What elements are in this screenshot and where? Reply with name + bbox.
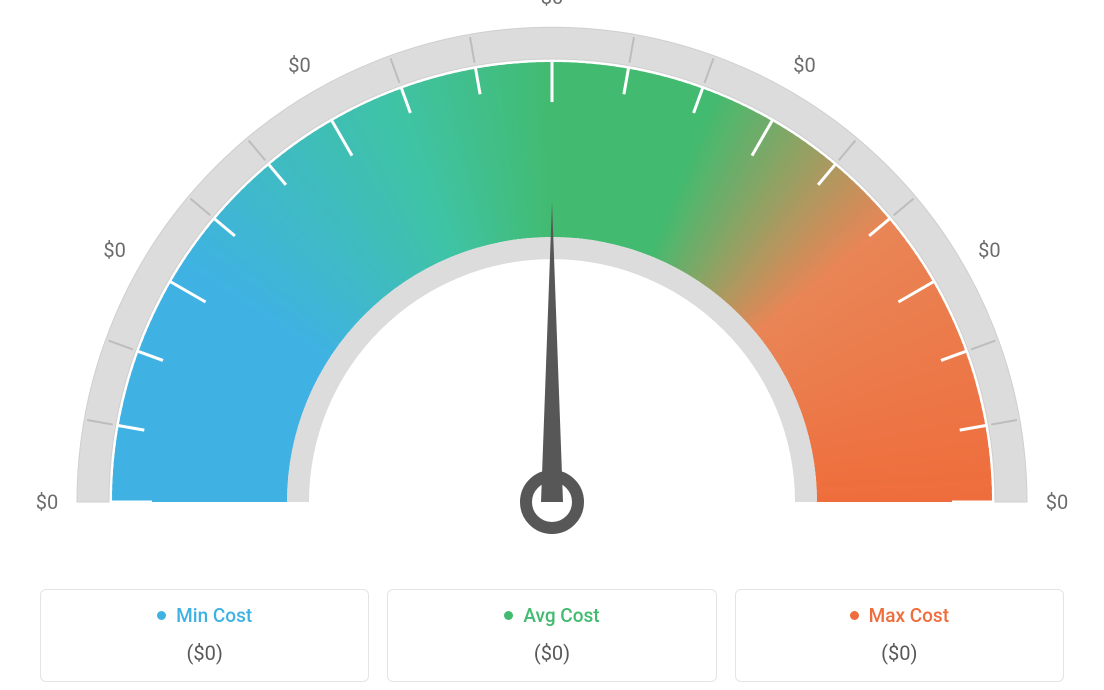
gauge-tick-label: $0 bbox=[978, 238, 1000, 262]
gauge-tick-label: $0 bbox=[288, 53, 310, 77]
legend-title-max: Max Cost bbox=[850, 604, 949, 627]
legend-dot-icon bbox=[157, 611, 166, 620]
legend-label: Avg Cost bbox=[523, 604, 599, 627]
legend-dot-icon bbox=[850, 611, 859, 620]
legend-label: Min Cost bbox=[176, 604, 252, 627]
legend-box-min: Min Cost ($0) bbox=[40, 589, 369, 682]
gauge-area: $0 $0 $0 $0 $0 $0 $0 bbox=[0, 0, 1104, 560]
gauge-tick-label: $0 bbox=[541, 0, 563, 9]
legend-value: ($0) bbox=[51, 641, 358, 665]
legend-dot-icon bbox=[504, 611, 513, 620]
gauge-tick-label: $0 bbox=[793, 53, 815, 77]
legend-box-max: Max Cost ($0) bbox=[735, 589, 1064, 682]
legend-box-avg: Avg Cost ($0) bbox=[387, 589, 716, 682]
legend-value: ($0) bbox=[398, 641, 705, 665]
legend-value: ($0) bbox=[746, 641, 1053, 665]
legend-title-min: Min Cost bbox=[157, 604, 252, 627]
legend-row: Min Cost ($0) Avg Cost ($0) Max Cost ($0) bbox=[40, 589, 1064, 682]
gauge-svg bbox=[0, 0, 1104, 560]
gauge-tick-label: $0 bbox=[103, 238, 125, 262]
cost-gauge-chart: $0$0$0$0$0$0$0 Min Cost($0)Avg Cost($0)M… bbox=[0, 0, 1104, 690]
gauge-tick-label: $0 bbox=[36, 490, 58, 514]
legend-label: Max Cost bbox=[869, 604, 949, 627]
gauge-tick-label: $0 bbox=[1046, 490, 1068, 514]
legend-title-avg: Avg Cost bbox=[504, 604, 599, 627]
